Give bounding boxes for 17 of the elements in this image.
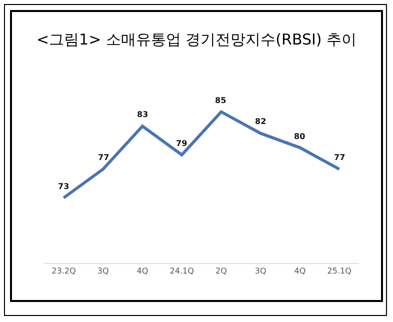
chart-title: <그림1> 소매유통업 경기전망지수(RBSI) 추이	[36, 30, 357, 48]
data-label: 77	[98, 153, 110, 162]
data-label: 82	[255, 117, 266, 126]
x-tick-label: 4Q	[294, 266, 306, 276]
data-label: 83	[137, 110, 148, 119]
x-tick-label: 3Q	[97, 266, 109, 276]
x-tick-label: 2Q	[215, 266, 227, 276]
data-label: 73	[58, 182, 70, 191]
data-label: 80	[294, 132, 306, 141]
data-label: 77	[334, 153, 346, 162]
data-label: 79	[176, 139, 188, 148]
x-tick-label: 24.1Q	[170, 266, 194, 276]
x-tick-label: 23.2Q	[52, 266, 76, 276]
x-tick-label: 25.1Q	[327, 266, 352, 276]
x-tick-label: 3Q	[254, 266, 266, 276]
data-label: 85	[215, 96, 227, 105]
x-tick-label: 4Q	[136, 266, 148, 276]
